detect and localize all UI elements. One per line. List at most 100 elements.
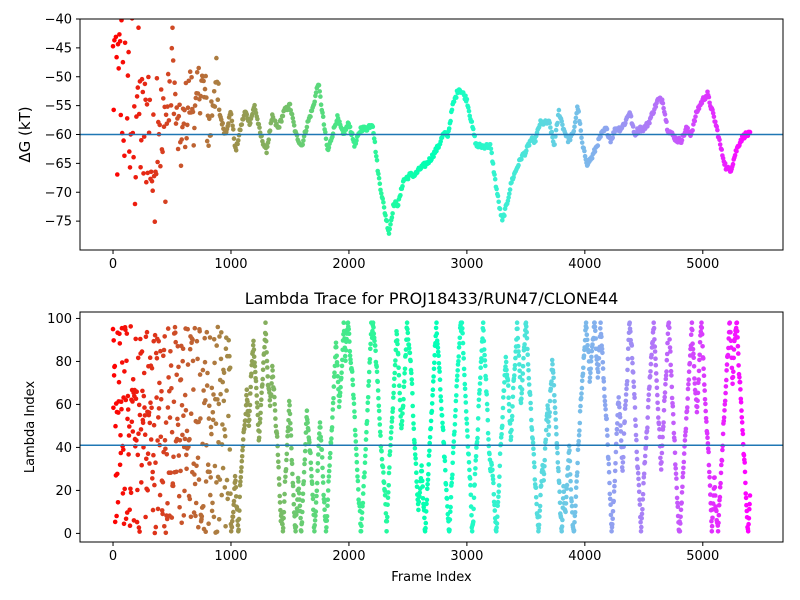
dg-point — [203, 73, 208, 79]
lambda-point — [209, 431, 214, 437]
lambda-point — [620, 468, 625, 473]
lambda-point — [484, 392, 490, 397]
lambda-point — [239, 465, 244, 470]
lambda-point — [641, 480, 646, 486]
lambda-point — [624, 386, 629, 392]
lambda-point — [617, 404, 622, 410]
lambda-point — [668, 368, 674, 374]
lambda-point — [692, 381, 698, 386]
lambda-point — [352, 414, 358, 420]
lambda-point — [377, 416, 382, 421]
lambda-point — [504, 367, 509, 373]
lambda-point — [685, 405, 690, 410]
dg-point — [398, 193, 403, 198]
dg-point — [492, 172, 497, 177]
lambda-point — [704, 431, 710, 436]
lambda-point — [543, 437, 549, 443]
lambda-point — [200, 367, 206, 373]
dg-point — [715, 127, 720, 133]
lambda-point — [267, 403, 273, 409]
lambda-point — [699, 325, 705, 331]
lambda-point — [417, 490, 423, 495]
lambda-point — [473, 458, 479, 463]
lambda-point — [129, 419, 135, 425]
lambda-point — [442, 454, 447, 460]
lambda-point — [226, 413, 231, 419]
lambda-point — [572, 510, 578, 515]
dg-point — [144, 179, 149, 185]
lambda-point — [281, 515, 286, 521]
x-tick-label: 1000 — [214, 549, 247, 564]
lambda-point — [300, 498, 306, 504]
lambda-point — [518, 400, 524, 406]
lambda-point — [466, 460, 472, 465]
lambda-point — [258, 410, 263, 416]
lambda-point — [320, 474, 326, 479]
dg-point — [204, 95, 209, 100]
lambda-point — [333, 340, 339, 346]
lambda-point — [409, 377, 415, 382]
dg-point — [571, 128, 577, 134]
lambda-point — [297, 503, 303, 509]
dg-point — [354, 138, 359, 143]
lambda-point — [169, 515, 175, 520]
dg-point — [372, 139, 378, 145]
lambda-point — [252, 360, 257, 365]
dg-point — [176, 113, 182, 119]
lambda-point — [399, 422, 405, 428]
lambda-point — [661, 424, 666, 430]
lambda-point — [142, 405, 147, 410]
lambda-point — [506, 401, 512, 407]
lambda-point — [528, 406, 534, 412]
lambda-point — [585, 343, 590, 348]
lambda-point — [581, 353, 587, 359]
dg-point — [592, 149, 598, 154]
lambda-point — [197, 329, 202, 334]
lambda-point — [525, 346, 530, 352]
lambda-point — [199, 514, 205, 519]
lambda-point — [696, 377, 701, 382]
dg-point — [572, 124, 577, 129]
lambda-point — [557, 489, 562, 495]
lambda-point — [179, 520, 184, 526]
lambda-point — [318, 438, 324, 443]
dg-point — [318, 102, 324, 107]
lambda-point — [117, 462, 123, 468]
lambda-point — [126, 452, 131, 457]
lambda-point — [624, 379, 630, 384]
lambda-point — [478, 375, 483, 381]
lambda-point — [245, 399, 250, 404]
lambda-point — [218, 356, 224, 362]
dg-point — [127, 149, 132, 154]
lambda-point — [196, 477, 202, 482]
lambda-point — [210, 417, 216, 423]
lambda-point — [433, 325, 439, 331]
lambda-point — [524, 324, 529, 329]
lambda-point — [546, 424, 552, 429]
lambda-point — [747, 506, 752, 512]
lambda-point — [497, 463, 503, 469]
lambda-point — [514, 320, 520, 326]
lambda-point — [431, 374, 436, 379]
lambda-point — [308, 466, 314, 472]
lambda-point — [567, 458, 573, 464]
lambda-point — [158, 348, 163, 354]
lambda-point — [644, 435, 649, 441]
lambda-point — [625, 346, 631, 352]
lambda-point — [694, 404, 700, 410]
x-tick-label: 3000 — [450, 549, 483, 564]
lambda-point — [140, 420, 146, 426]
lambda-point — [663, 382, 668, 387]
lambda-point — [208, 492, 213, 498]
lambda-point — [640, 497, 646, 502]
lambda-point — [633, 423, 638, 429]
dg-point — [706, 94, 712, 100]
lambda-point — [379, 456, 385, 462]
dg-point — [244, 112, 250, 117]
lambda-point — [710, 515, 715, 521]
lambda-point — [682, 433, 688, 438]
lambda-point — [651, 320, 656, 326]
lambda-point — [707, 469, 712, 475]
lambda-point — [160, 479, 166, 485]
lambda-point — [411, 426, 417, 432]
